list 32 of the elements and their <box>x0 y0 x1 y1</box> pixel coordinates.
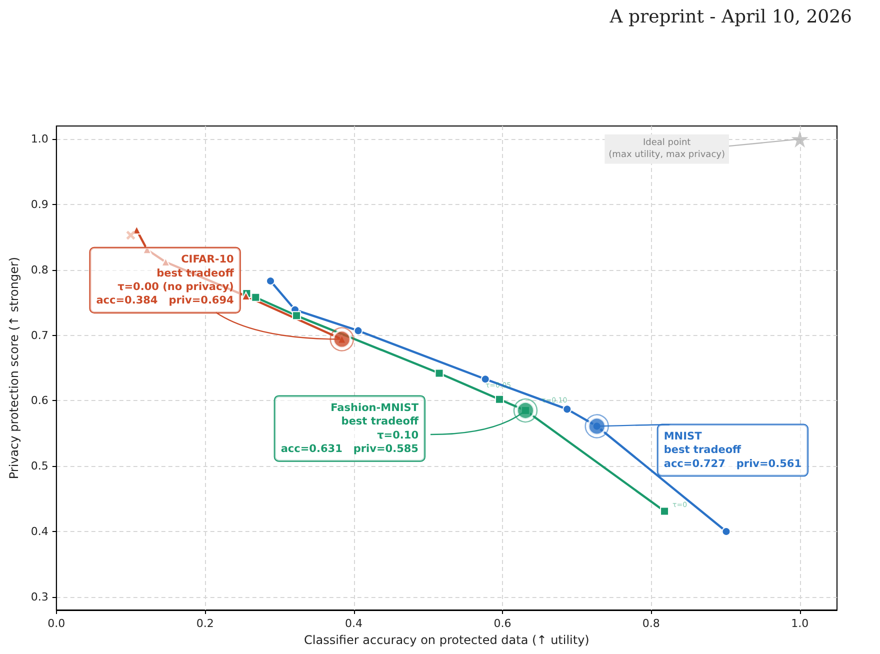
y-axis-title: Privacy protection score (↑ stronger) <box>7 256 21 480</box>
annotation: CIFAR-10 best tradeoff τ=0.00 (no privacy) acc=0.384 priv=0.694 <box>96 254 234 307</box>
point <box>480 374 490 384</box>
y-tick-label: 0.3 <box>30 590 48 604</box>
point <box>660 506 670 516</box>
x-tick-label: 0.4 <box>345 617 363 630</box>
y-tick-label: 0.7 <box>30 328 48 342</box>
point <box>251 292 260 302</box>
x-tick-label: 1.0 <box>791 617 809 630</box>
x-axis-title: Classifier accuracy on protected data (↑ utility) <box>304 632 590 647</box>
point <box>791 130 808 148</box>
annotation: Ideal point (max utility, max privacy) <box>608 138 725 160</box>
y-tick-label: 1.0 <box>30 132 48 146</box>
x-tick-label: 0.6 <box>494 617 512 630</box>
x-tick-label: 0.0 <box>48 617 66 630</box>
x-tick-label: 0.8 <box>642 617 660 630</box>
y-tick-label: 0.9 <box>30 198 48 211</box>
point <box>266 276 276 286</box>
point <box>126 230 136 240</box>
y-tick-label: 0.5 <box>30 460 48 473</box>
y-tick-label: 0.8 <box>30 263 48 276</box>
point <box>562 404 572 414</box>
point <box>434 368 444 378</box>
annotation: Fashion-MNIST best tradeoff τ=0.10 acc=0.631 priv=0.585 <box>280 402 420 455</box>
point <box>292 311 302 320</box>
y-tick-label: 0.6 <box>30 394 48 408</box>
point <box>354 326 363 336</box>
text: A preprint - April 10, 2026 <box>608 6 852 28</box>
annotation: MNIST best tradeoff acc=0.727 priv=0.561 <box>664 430 802 470</box>
point <box>494 394 504 404</box>
x-tick-label: 0.2 <box>196 617 214 630</box>
y-tick-label: 0.4 <box>30 525 48 538</box>
